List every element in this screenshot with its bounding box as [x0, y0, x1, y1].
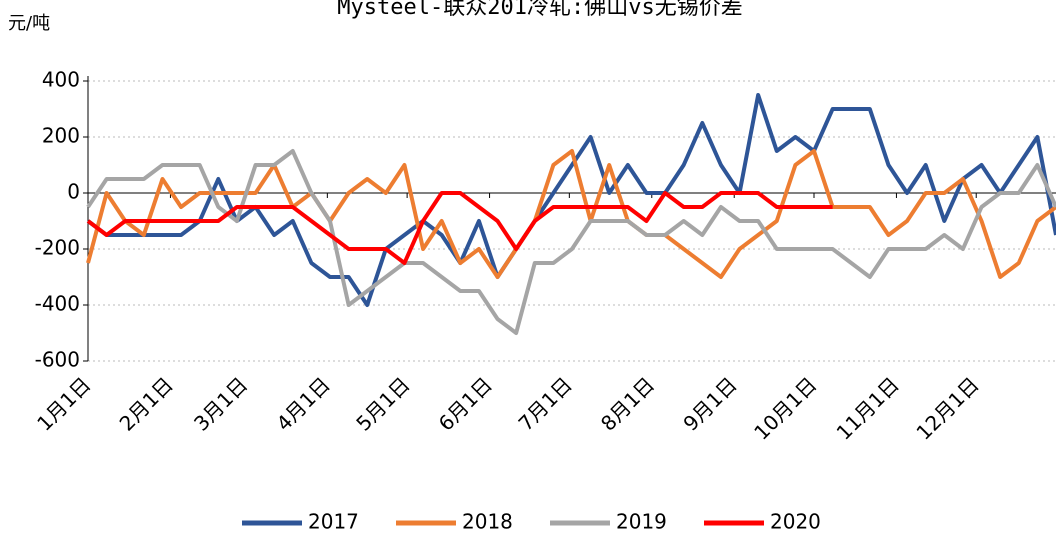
series-line: [86, 191, 833, 265]
y-tick-label: -600: [35, 348, 80, 372]
y-tick-label: -400: [35, 292, 80, 316]
y-tick-label: -200: [35, 236, 80, 260]
x-tick-label: 4月1日: [272, 372, 335, 435]
legend-label: 2019: [616, 510, 667, 534]
x-tick-label: 8月1日: [596, 372, 659, 435]
x-tick-label: 11月1日: [832, 372, 904, 444]
x-tick-label: 6月1日: [434, 372, 497, 435]
series-line: [86, 93, 1056, 307]
x-tick-label: 7月1日: [514, 372, 577, 435]
x-tick-label: 3月1日: [189, 372, 252, 435]
legend-label: 2017: [308, 510, 359, 534]
y-tick-label: 200: [42, 124, 80, 148]
chart-title: Mysteel-联众201冷轧:佛山vs无锡价差: [337, 0, 742, 20]
x-tick-label: 2月1日: [115, 372, 178, 435]
series-line: [86, 149, 1056, 279]
y-axis-label: 元/吨: [8, 13, 50, 34]
legend-label: 2018: [462, 510, 513, 534]
x-tick-label: 12月1日: [911, 372, 983, 444]
x-tick-label: 9月1日: [678, 372, 741, 435]
x-tick-label: 1月1日: [32, 372, 95, 435]
x-tick-label: 10月1日: [749, 372, 821, 444]
legend-label: 2020: [770, 510, 821, 534]
y-tick-label: 0: [67, 180, 80, 204]
x-tick-label: 5月1日: [351, 372, 414, 435]
y-tick-label: 400: [42, 68, 80, 92]
series-line: [86, 149, 1056, 335]
